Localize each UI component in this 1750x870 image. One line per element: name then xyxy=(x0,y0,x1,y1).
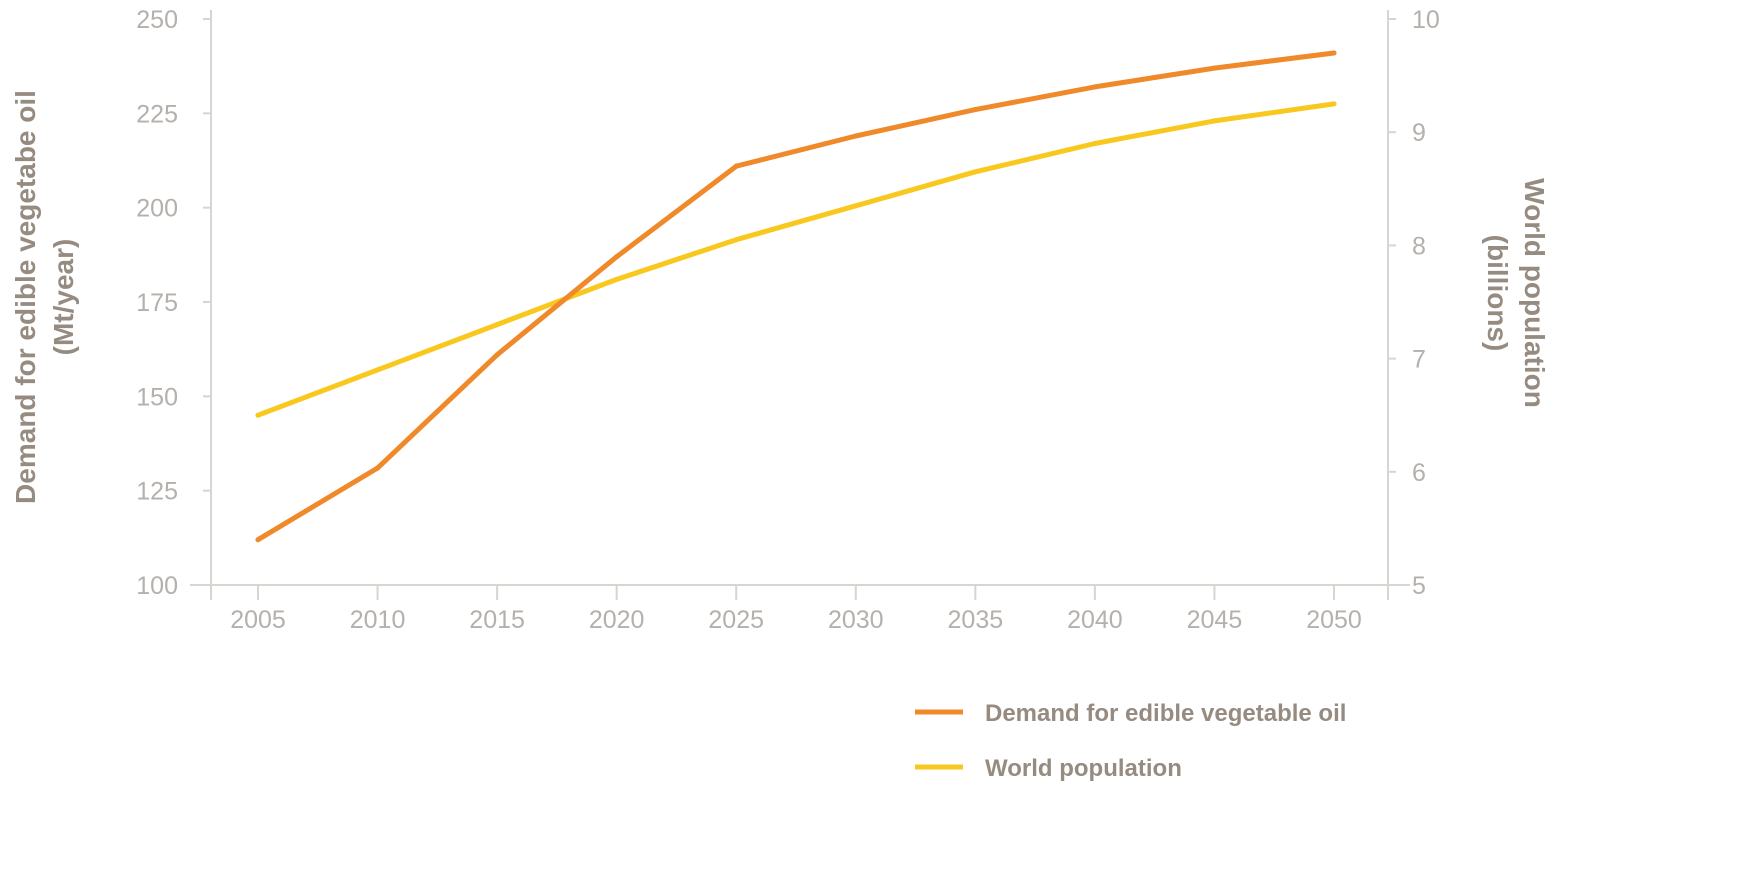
right-axis-unit: (billions) xyxy=(1482,235,1513,352)
x-tick-label: 2025 xyxy=(708,606,764,634)
data-point-population xyxy=(1331,101,1337,107)
data-point-demand xyxy=(494,352,500,358)
series-line-demand xyxy=(255,50,1337,543)
data-point-population xyxy=(972,169,978,175)
series xyxy=(255,50,1337,543)
left-tick-label: 150 xyxy=(136,383,178,411)
right-tick-label: 9 xyxy=(1412,119,1426,147)
x-tick-label: 2005 xyxy=(230,606,286,634)
left-tick-label: 225 xyxy=(136,100,178,128)
left-tick-labels: 100 125 150 175 200 225 250 xyxy=(136,6,211,600)
data-point-demand xyxy=(1331,50,1337,56)
x-tick-label: 2020 xyxy=(589,606,645,634)
data-point-demand xyxy=(614,254,620,260)
data-point-demand xyxy=(972,107,978,113)
x-tick-label: 2040 xyxy=(1067,606,1123,634)
data-point-population xyxy=(1092,141,1098,147)
left-tick-label: 250 xyxy=(136,6,178,34)
x-tick-label: 2045 xyxy=(1187,606,1243,634)
x-tick-label: 2050 xyxy=(1306,606,1362,634)
right-tick-label: 5 xyxy=(1412,572,1426,600)
x-tick-label: 2015 xyxy=(469,606,525,634)
data-point-population xyxy=(733,237,739,243)
data-point-population xyxy=(853,203,859,209)
data-point-demand xyxy=(1211,65,1217,71)
left-tick-label: 175 xyxy=(136,289,178,317)
x-tick-labels: 2005 2010 2015 2020 2025 2030 2035 2040 2045 2050 xyxy=(230,585,1362,634)
right-tick-label: 7 xyxy=(1412,346,1426,374)
left-tick-label: 100 xyxy=(136,572,178,600)
x-tick-label: 2030 xyxy=(828,606,884,634)
x-tick-label: 2035 xyxy=(948,606,1004,634)
data-point-demand xyxy=(255,537,261,543)
left-axis-title: Demand for edible vegetabe oil xyxy=(10,90,41,504)
data-point-demand xyxy=(853,133,859,139)
right-tick-label: 6 xyxy=(1412,459,1426,487)
right-tick-label: 10 xyxy=(1412,6,1440,34)
x-tick-label: 2010 xyxy=(350,606,406,634)
data-point-demand xyxy=(1092,84,1098,90)
data-point-population xyxy=(614,276,620,282)
legend: Demand for edible vegetable oil World po… xyxy=(915,700,1346,782)
data-point-population xyxy=(494,322,500,328)
series-line-population xyxy=(255,101,1337,418)
data-point-population xyxy=(375,367,381,373)
left-axis-unit: (Mt/year) xyxy=(48,239,79,356)
data-point-population xyxy=(1211,118,1217,124)
legend-label-population: World population xyxy=(985,755,1182,782)
legend-label-demand: Demand for edible vegetable oil xyxy=(985,700,1346,727)
right-tick-labels: 5 6 7 8 9 10 xyxy=(1388,6,1440,600)
data-point-population xyxy=(255,412,261,418)
data-point-demand xyxy=(733,163,739,169)
right-axis-title: World population xyxy=(1519,178,1550,408)
data-point-demand xyxy=(375,465,381,471)
right-tick-label: 8 xyxy=(1412,232,1426,260)
left-tick-label: 125 xyxy=(136,478,178,506)
axes xyxy=(190,10,1410,600)
left-tick-label: 200 xyxy=(136,195,178,223)
